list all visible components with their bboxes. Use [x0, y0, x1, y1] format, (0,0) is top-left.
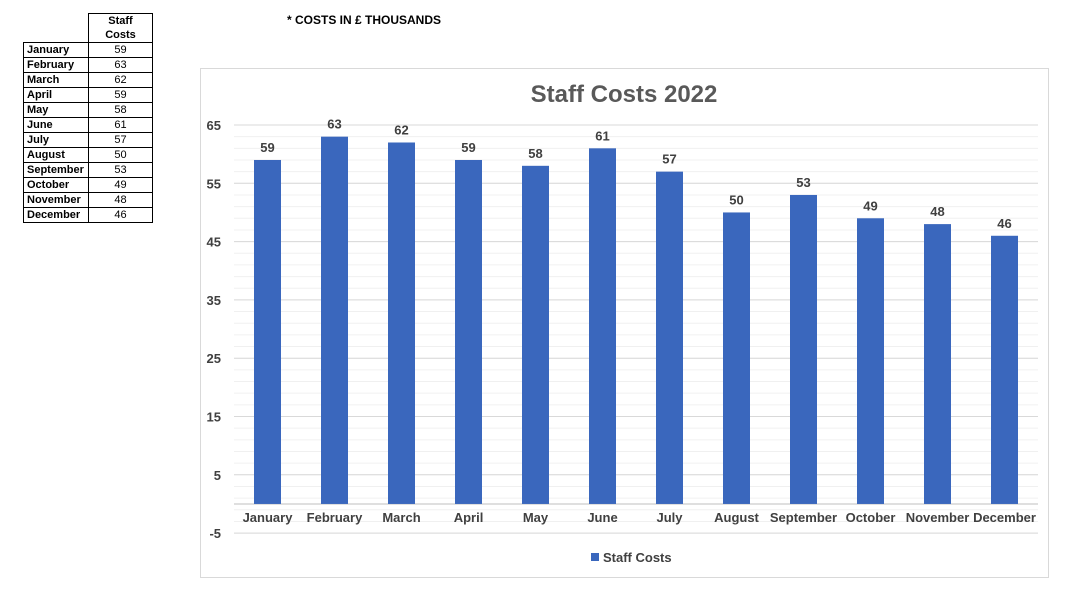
x-tick-label: October [846, 510, 896, 525]
x-tick-label: March [382, 510, 420, 525]
table-cell-value[interactable]: 59 [88, 42, 153, 58]
bar [388, 142, 415, 504]
x-tick-label: February [307, 510, 363, 525]
chart-area[interactable]: -5 5 15 25 35 45 55 65 59 January 63 February 62 Marc… [200, 68, 1049, 578]
table-cell-month[interactable]: October [23, 177, 89, 193]
data-table: Staff Costs January 59 February 63 March 62 Ap… [23, 13, 153, 223]
bar [924, 224, 951, 504]
data-label: 53 [796, 175, 810, 190]
x-tick-label: January [243, 510, 294, 525]
table-cell-value[interactable]: 50 [88, 147, 153, 163]
y-tick-label: -5 [209, 526, 221, 541]
table-cell-value[interactable]: 48 [88, 192, 153, 208]
x-tick-label: May [523, 510, 549, 525]
legend-swatch [591, 553, 599, 561]
y-tick-label: 25 [207, 351, 221, 366]
bar [455, 159, 482, 504]
table-cell-month[interactable]: September [23, 162, 89, 178]
data-label: 58 [528, 146, 542, 161]
bar [522, 165, 549, 504]
y-tick-label: 55 [207, 176, 221, 191]
data-label: 48 [930, 204, 944, 219]
table-header-staff-costs: Staff Costs [88, 13, 153, 43]
table-row: March 62 [23, 72, 153, 88]
bar [321, 136, 348, 504]
table-cell-value[interactable]: 57 [88, 132, 153, 148]
bar [254, 159, 281, 504]
table-row: July 57 [23, 132, 153, 148]
data-label: 59 [260, 140, 274, 155]
data-label: 59 [461, 140, 475, 155]
data-label: 62 [394, 122, 408, 137]
table-cell-month[interactable]: March [23, 72, 89, 88]
table-row: April 59 [23, 87, 153, 103]
y-tick-label: 35 [207, 293, 221, 308]
table-cell-value[interactable]: 63 [88, 57, 153, 73]
table-row: May 58 [23, 102, 153, 118]
table-row: February 63 [23, 57, 153, 73]
table-cell-value[interactable]: 62 [88, 72, 153, 88]
bar [589, 148, 616, 504]
table-cell-month[interactable]: January [23, 42, 89, 58]
x-tick-label: November [906, 510, 970, 525]
table-cell-month[interactable]: February [23, 57, 89, 73]
table-row: August 50 [23, 147, 153, 163]
x-tick-label: April [454, 510, 484, 525]
table-cell-month[interactable]: July [23, 132, 89, 148]
y-tick-label: 45 [207, 235, 221, 250]
data-label: 63 [327, 117, 341, 132]
legend-label: Staff Costs [603, 550, 672, 565]
bar [790, 194, 817, 504]
table-cell-value[interactable]: 53 [88, 162, 153, 178]
table-row: September 53 [23, 162, 153, 178]
table-row: December 46 [23, 207, 153, 223]
table-header-row: Staff Costs [23, 13, 153, 43]
table-cell-month[interactable]: April [23, 87, 89, 103]
table-corner-cell [23, 13, 89, 43]
data-label: 50 [729, 192, 743, 207]
table-row: June 61 [23, 117, 153, 133]
chart-title: Staff Costs 2022 [531, 81, 718, 108]
bar [723, 212, 750, 504]
table-cell-month[interactable]: August [23, 147, 89, 163]
table-row: October 49 [23, 177, 153, 193]
x-tick-label: September [770, 510, 837, 525]
table-cell-value[interactable]: 58 [88, 102, 153, 118]
data-label: 57 [662, 152, 676, 167]
bar [857, 218, 884, 504]
table-cell-month[interactable]: December [23, 207, 89, 223]
bar [656, 171, 683, 504]
x-tick-label: August [714, 510, 759, 525]
table-cell-month[interactable]: June [23, 117, 89, 133]
data-label: 46 [997, 216, 1011, 231]
table-cell-month[interactable]: November [23, 192, 89, 208]
y-tick-label: 5 [214, 468, 221, 483]
data-label: 49 [863, 198, 877, 213]
y-tick-label: 15 [207, 410, 221, 425]
data-label: 61 [595, 128, 609, 143]
costs-note: * COSTS IN £ THOUSANDS [287, 13, 442, 27]
x-tick-label: June [587, 510, 617, 525]
bar [991, 235, 1018, 504]
table-cell-value[interactable]: 46 [88, 207, 153, 223]
table-cell-value[interactable]: 49 [88, 177, 153, 193]
table-cell-value[interactable]: 61 [88, 117, 153, 133]
table-row: November 48 [23, 192, 153, 208]
y-tick-label: 65 [207, 118, 221, 133]
x-tick-label: July [656, 510, 683, 525]
table-row: January 59 [23, 42, 153, 58]
bar-chart: -5 5 15 25 35 45 55 65 59 January 63 February 62 Marc… [207, 81, 1038, 565]
table-cell-month[interactable]: May [23, 102, 89, 118]
x-tick-label: December [973, 510, 1036, 525]
table-cell-value[interactable]: 59 [88, 87, 153, 103]
